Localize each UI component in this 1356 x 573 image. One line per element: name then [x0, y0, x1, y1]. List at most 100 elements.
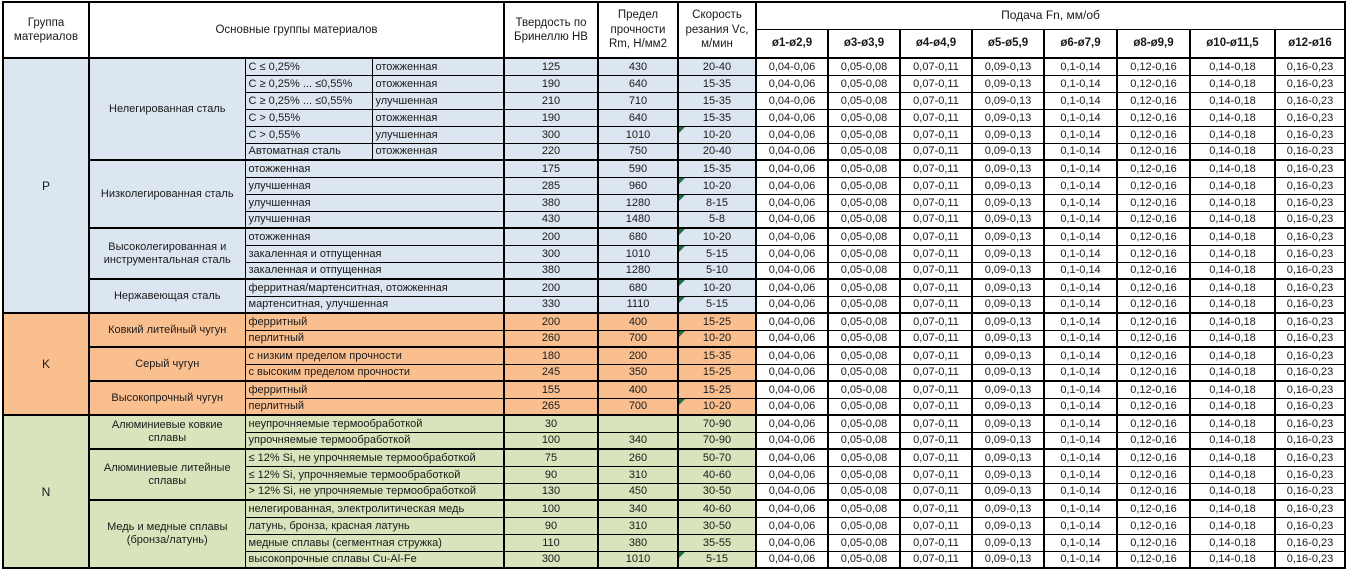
feed-cell-2: 0,07-0,11: [899, 550, 973, 569]
feed-cell-3: 0,09-0,13: [971, 414, 1045, 433]
feed-cell-3: 0,09-0,13: [971, 227, 1045, 246]
feed-cell-5: 0,12-0,16: [1116, 329, 1191, 348]
feed-cell-0: 0,04-0,06: [755, 499, 829, 518]
feed-cell-7: 0,16-0,23: [1274, 448, 1346, 467]
subgroup-name-cell: Алюминиевые ковкие сплавы: [88, 414, 246, 450]
feed-cell-7: 0,16-0,23: [1274, 465, 1346, 484]
feed-cell-7: 0,16-0,23: [1274, 278, 1346, 297]
speed-cell: 20-40: [677, 142, 757, 161]
feed-cell-5: 0,12-0,16: [1116, 210, 1191, 229]
hardness-cell: 90: [503, 516, 599, 535]
feed-cell-2: 0,07-0,11: [899, 159, 973, 178]
feed-cell-4: 0,1-0,14: [1043, 210, 1118, 229]
feed-cell-2: 0,07-0,11: [899, 346, 973, 365]
feed-cell-5: 0,12-0,16: [1116, 261, 1191, 280]
hardness-cell: 300: [503, 550, 599, 569]
speed-cell: 30-50: [677, 482, 757, 501]
feed-cell-3: 0,09-0,13: [971, 278, 1045, 297]
feed-cell-2: 0,07-0,11: [899, 125, 973, 144]
feed-cell-2: 0,07-0,11: [899, 108, 973, 127]
feed-cell-1: 0,05-0,08: [827, 550, 901, 569]
feed-cell-6: 0,14-0,18: [1189, 74, 1276, 93]
green-flag-icon: [680, 230, 685, 235]
feed-cell-6: 0,14-0,18: [1189, 346, 1276, 365]
feed-cell-5: 0,12-0,16: [1116, 159, 1191, 178]
feed-cell-3: 0,09-0,13: [971, 397, 1045, 416]
hardness-cell: 110: [503, 533, 599, 552]
material-desc-cell: латунь, бронза, красная латунь: [244, 516, 505, 535]
material-row: закаленная и отпущенная 300 1010 5-15 0,04-0…: [3, 244, 1346, 263]
feed-cell-0: 0,04-0,06: [755, 142, 829, 161]
material-state-cell: отожженная: [371, 108, 505, 127]
feed-cell-5: 0,12-0,16: [1116, 414, 1191, 433]
feed-cell-0: 0,04-0,06: [755, 159, 829, 178]
feed-cell-7: 0,16-0,23: [1274, 363, 1346, 382]
hardness-cell: 260: [503, 329, 599, 348]
speed-cell: 10-20: [677, 329, 757, 348]
feed-cell-0: 0,04-0,06: [755, 431, 829, 450]
hardness-cell: 430: [503, 210, 599, 229]
feed-cell-2: 0,07-0,11: [899, 91, 973, 110]
feed-cell-4: 0,1-0,14: [1043, 414, 1118, 433]
group-cell-K: K: [2, 312, 90, 416]
feed-cell-7: 0,16-0,23: [1274, 533, 1346, 552]
feed-cell-0: 0,04-0,06: [755, 516, 829, 535]
material-state-cell: отожженная: [371, 142, 505, 161]
strength-cell: 340: [597, 499, 679, 518]
strength-cell: 430: [597, 57, 679, 76]
strength-cell: 640: [597, 74, 679, 93]
col-header-strength: Предел прочности Rm, Н/мм2: [597, 1, 679, 59]
feed-col-header-3: ø5-ø5,9: [971, 28, 1045, 59]
speed-cell: 5-15: [677, 244, 757, 263]
feed-cell-3: 0,09-0,13: [971, 193, 1045, 212]
speed-cell: 10-20: [677, 176, 757, 195]
feed-cell-7: 0,16-0,23: [1274, 414, 1346, 433]
feed-cell-7: 0,16-0,23: [1274, 550, 1346, 569]
feed-cell-6: 0,14-0,18: [1189, 465, 1276, 484]
feed-cell-0: 0,04-0,06: [755, 176, 829, 195]
material-row: C > 0,55% отожженная 190 640 15-35 0,04-0,06 0…: [3, 108, 1346, 127]
feed-cell-4: 0,1-0,14: [1043, 448, 1118, 467]
feed-cell-2: 0,07-0,11: [899, 380, 973, 399]
feed-cell-5: 0,12-0,16: [1116, 499, 1191, 518]
material-desc-cell: улучшенная: [244, 210, 505, 229]
feed-cell-2: 0,07-0,11: [899, 210, 973, 229]
hardness-cell: 190: [503, 74, 599, 93]
strength-cell: 260: [597, 448, 679, 467]
strength-cell: 590: [597, 159, 679, 178]
feed-cell-0: 0,04-0,06: [755, 278, 829, 297]
feed-cell-1: 0,05-0,08: [827, 210, 901, 229]
feed-col-header-6: ø10-ø11,5: [1189, 28, 1276, 59]
feed-cell-1: 0,05-0,08: [827, 261, 901, 280]
feed-cell-3: 0,09-0,13: [971, 346, 1045, 365]
feed-cell-2: 0,07-0,11: [899, 57, 973, 76]
subgroup-name-cell: Медь и медные сплавы (бронза/латунь): [88, 499, 246, 569]
speed-cell: 70-90: [677, 414, 757, 433]
feed-cell-3: 0,09-0,13: [971, 312, 1045, 331]
feed-cell-1: 0,05-0,08: [827, 414, 901, 433]
hardness-cell: 220: [503, 142, 599, 161]
speed-cell: 40-60: [677, 499, 757, 518]
feed-cell-5: 0,12-0,16: [1116, 516, 1191, 535]
strength-cell: 310: [597, 465, 679, 484]
feed-cell-7: 0,16-0,23: [1274, 329, 1346, 348]
material-desc-cell: высокопрочные сплавы Cu-Al-Fe: [244, 550, 505, 569]
feed-cell-0: 0,04-0,06: [755, 482, 829, 501]
feed-cell-6: 0,14-0,18: [1189, 482, 1276, 501]
feed-cell-4: 0,1-0,14: [1043, 363, 1118, 382]
material-desc-cell: ферритный: [244, 312, 505, 331]
feed-cell-3: 0,09-0,13: [971, 142, 1045, 161]
feed-cell-3: 0,09-0,13: [971, 295, 1045, 314]
feed-cell-2: 0,07-0,11: [899, 312, 973, 331]
feed-cell-4: 0,1-0,14: [1043, 533, 1118, 552]
feed-cell-2: 0,07-0,11: [899, 227, 973, 246]
speed-cell: 40-60: [677, 465, 757, 484]
feed-cell-6: 0,14-0,18: [1189, 329, 1276, 348]
feed-cell-4: 0,1-0,14: [1043, 312, 1118, 331]
speed-cell: 70-90: [677, 431, 757, 450]
strength-cell: [597, 414, 679, 433]
feed-cell-5: 0,12-0,16: [1116, 74, 1191, 93]
speed-cell: 20-40: [677, 57, 757, 76]
feed-cell-5: 0,12-0,16: [1116, 193, 1191, 212]
strength-cell: 400: [597, 380, 679, 399]
